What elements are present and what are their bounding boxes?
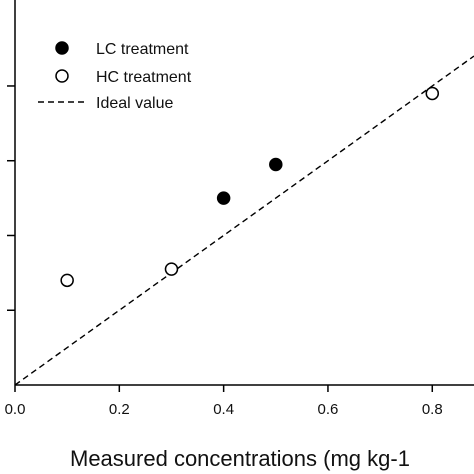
ideal-value-line-layer <box>14 55 474 386</box>
legend: LC treatment HC treatment Ideal value <box>38 41 192 112</box>
x-tick-label: 0.2 <box>109 401 130 418</box>
legend-label: LC treatment <box>96 41 189 58</box>
x-tick-label: 0.8 <box>422 401 443 418</box>
legend-marker-hc <box>55 69 69 83</box>
axes-layer <box>14 0 474 386</box>
x-ticks-layer: 0.0 0.2 0.4 0.6 0.8 <box>5 385 443 418</box>
legend-label: HC treatment <box>96 69 192 86</box>
hc-treatment-point <box>425 86 440 101</box>
legend-label: Ideal value <box>96 95 173 112</box>
hc-treatment-point <box>164 262 179 276</box>
lc-treatment-point <box>216 191 231 205</box>
plot-area <box>14 0 474 386</box>
hc-treatment-point <box>60 273 74 288</box>
legend-marker-lc <box>55 41 69 55</box>
ideal-value-line <box>14 55 474 386</box>
x-tick-label: 0.0 <box>5 401 26 418</box>
data-points-layer <box>60 86 440 288</box>
y-ticks-layer <box>7 85 15 311</box>
x-axis-title: Measured concentrations (mg kg-1 <box>70 446 410 471</box>
x-tick-label: 0.6 <box>318 401 339 418</box>
lc-treatment-point <box>269 157 283 172</box>
x-tick-label: 0.4 <box>213 401 234 418</box>
